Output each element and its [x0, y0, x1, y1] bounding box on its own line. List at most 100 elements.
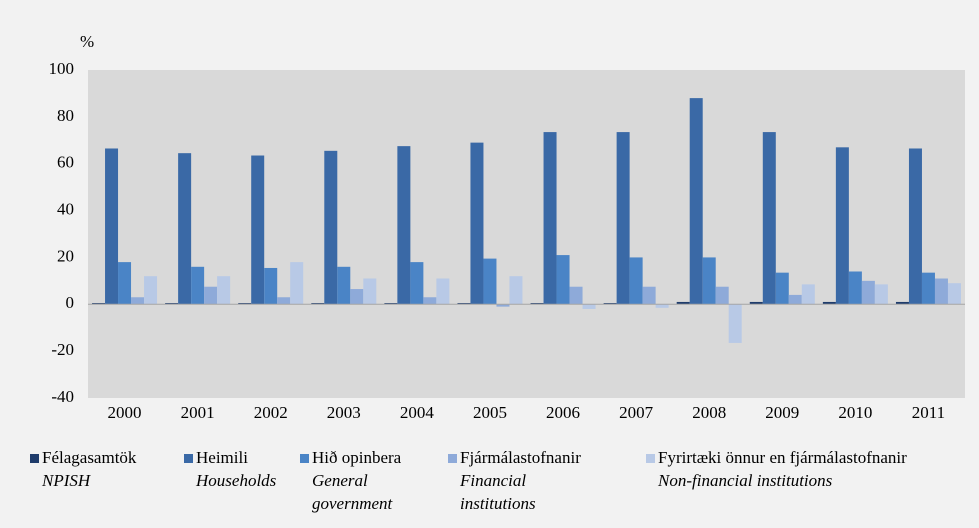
bar: [290, 262, 304, 305]
y-tick-label: 20: [57, 246, 74, 265]
bar: [689, 98, 703, 305]
bar: [191, 266, 205, 305]
bar: [496, 304, 510, 307]
x-tick-label: 2011: [912, 403, 945, 422]
x-tick-label: 2006: [546, 403, 580, 422]
bar: [251, 155, 265, 305]
legend-item: Heimili Households: [184, 446, 294, 492]
bar: [470, 142, 484, 305]
bar: [801, 284, 815, 305]
bar: [788, 294, 802, 305]
bar: [947, 283, 961, 305]
bar: [410, 262, 424, 305]
legend-swatch: [300, 454, 309, 463]
bar: [822, 301, 836, 305]
bar: [92, 303, 106, 305]
legend-item: Fyrirtæki önnur en fjármálastofnanir Non-…: [646, 446, 976, 492]
bar: [350, 289, 364, 305]
bar: [676, 301, 690, 305]
bar: [749, 301, 763, 305]
bar: [603, 303, 617, 305]
y-tick-label: 80: [57, 106, 74, 125]
bar: [144, 276, 158, 305]
bar: [118, 262, 132, 305]
bar: [165, 303, 179, 305]
y-axis-label: %: [80, 32, 94, 51]
bar: [543, 132, 557, 305]
bar: [556, 255, 570, 305]
bar: [715, 286, 729, 305]
bar: [423, 297, 437, 305]
legend-swatch: [30, 454, 39, 463]
x-tick-label: 2001: [181, 403, 215, 422]
bar: [483, 258, 497, 305]
x-tick-label: 2009: [765, 403, 799, 422]
bar: [324, 150, 338, 305]
legend-label-en: General government: [312, 471, 393, 513]
bar: [582, 304, 596, 309]
x-tick-label: 2007: [619, 403, 654, 422]
bar: [509, 276, 523, 305]
bar: [908, 148, 922, 305]
legend-label-en: NPISH: [42, 471, 91, 490]
legend-item: Hið opinbera General government: [300, 446, 440, 515]
bar: [217, 276, 231, 305]
y-tick-label: -20: [51, 340, 74, 359]
legend-label-en: Non-financial institutions: [658, 471, 833, 490]
bar: [384, 303, 398, 305]
x-tick-label: 2002: [254, 403, 288, 422]
bar: [775, 272, 789, 305]
bar: [238, 303, 252, 305]
legend-label-en: Financial institutions: [460, 471, 536, 513]
legend-label: Félagasamtök: [42, 448, 137, 467]
legend-swatch: [448, 454, 457, 463]
bar: [848, 271, 862, 305]
y-tick-label: 100: [49, 59, 75, 78]
bar: [762, 132, 776, 305]
bar: [728, 304, 742, 343]
x-tick-label: 2005: [473, 403, 507, 422]
legend-label-en: Households: [196, 471, 277, 490]
legend-item: Félagasamtök NPISH: [30, 446, 180, 492]
bar: [363, 278, 377, 305]
bar: [277, 297, 291, 305]
bar: [895, 301, 909, 305]
bar: [397, 146, 411, 305]
bar: [264, 267, 278, 305]
legend-label: Fyrirtæki önnur en fjármálastofnanir: [658, 448, 907, 467]
bar: [642, 286, 656, 305]
bar: [337, 266, 351, 305]
bar: [105, 148, 119, 305]
bar: [861, 280, 875, 305]
bar: [655, 304, 669, 308]
bar: [629, 257, 643, 305]
legend-swatch: [646, 454, 655, 463]
y-tick-label: 60: [57, 153, 74, 172]
legend-label: Fjármálastofnanir: [460, 448, 581, 467]
bar: [934, 278, 948, 305]
x-tick-label: 2010: [838, 403, 872, 422]
bar: [457, 303, 471, 305]
plot-area: [88, 70, 965, 398]
x-tick-label: 2003: [327, 403, 361, 422]
x-tick-label: 2000: [108, 403, 142, 422]
legend-item: Fjármálastofnanir Financial institutions: [448, 446, 638, 515]
bar: [702, 257, 716, 305]
y-tick-label: -40: [51, 387, 74, 406]
legend-label: Heimili: [196, 448, 248, 467]
bar: [178, 153, 192, 305]
x-tick-label: 2004: [400, 403, 435, 422]
y-tick-label: 40: [57, 199, 74, 218]
legend-swatch: [184, 454, 193, 463]
bar: [616, 132, 630, 305]
bar: [311, 303, 325, 305]
bar: [835, 147, 849, 305]
bar: [874, 284, 888, 305]
bar: [436, 278, 450, 305]
bar: [921, 272, 935, 305]
x-tick-label: 2008: [692, 403, 726, 422]
bar: [569, 286, 583, 305]
legend-label: Hið opinbera: [312, 448, 402, 467]
